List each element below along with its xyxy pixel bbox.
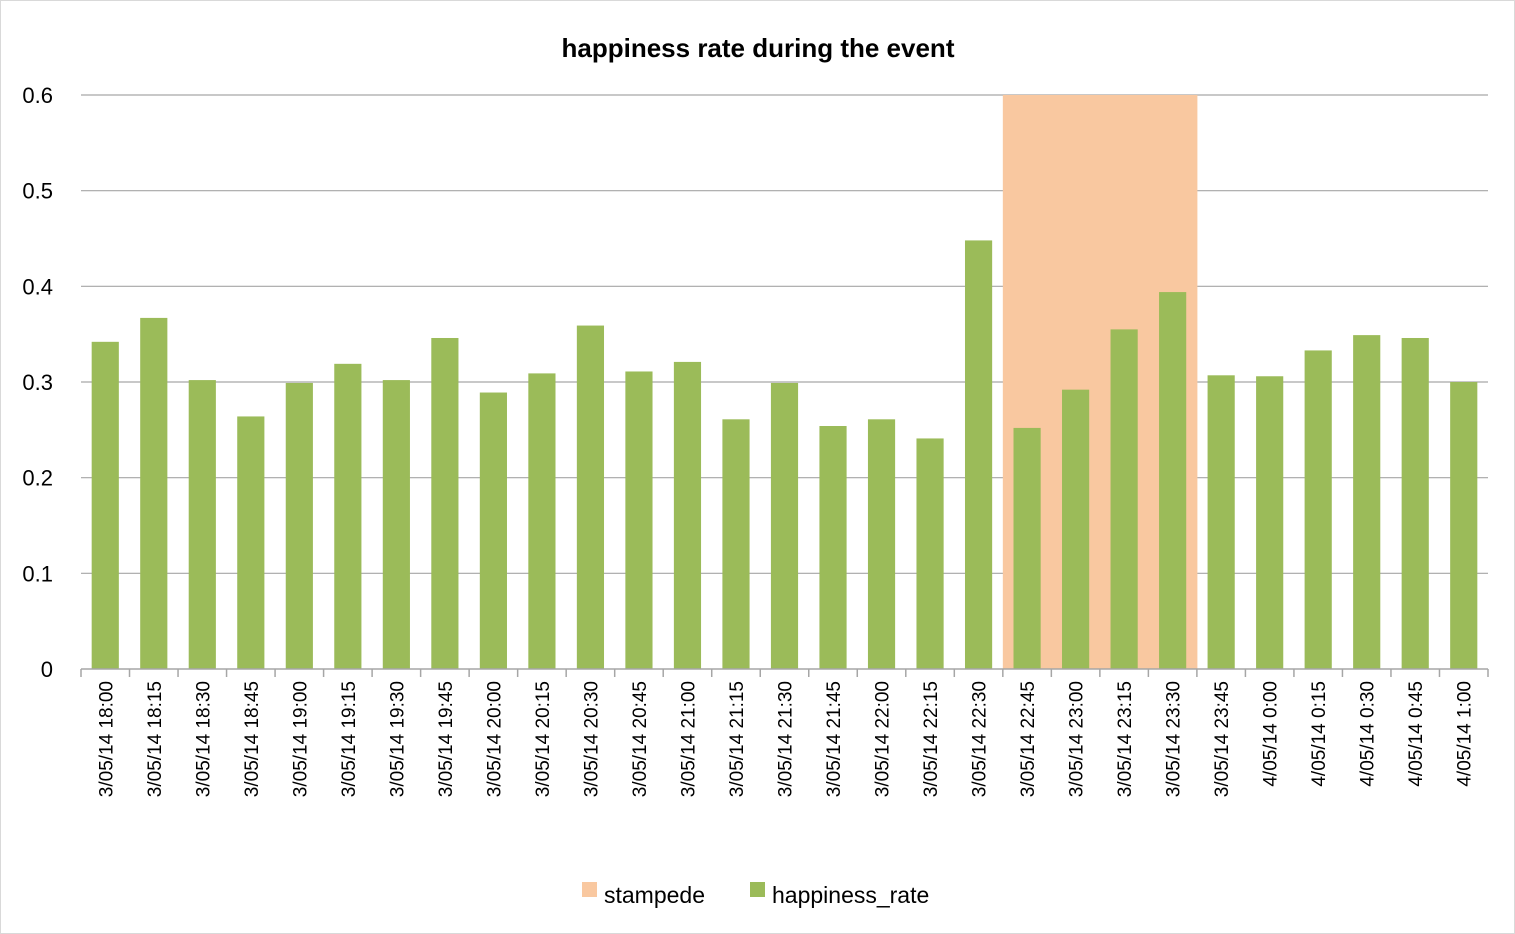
happiness-rate-bars: [91, 240, 1478, 669]
happiness-rate-bar: [819, 426, 847, 669]
y-tick-label: 0.2: [22, 466, 53, 491]
happiness-rate-bar: [867, 419, 896, 669]
chart-title: happiness rate during the event: [562, 33, 955, 63]
y-tick-label: 0: [41, 657, 53, 682]
x-tick-label: 4/05/14 0:30: [1358, 681, 1379, 787]
happiness-rate-bar: [1353, 335, 1381, 669]
x-tick-label: 3/05/14 23:00: [1067, 681, 1088, 797]
happiness-rate-bar: [673, 361, 702, 669]
happiness-rate-bar: [140, 317, 168, 669]
happiness-rate-bar: [1256, 376, 1284, 669]
happiness-rate-bar: [964, 240, 993, 669]
happiness-rate-bar: [722, 419, 750, 669]
x-tick-label: 3/05/14 20:00: [484, 681, 505, 797]
x-tick-label: 3/05/14 21:45: [824, 681, 845, 797]
happiness-rate-bar: [1304, 350, 1332, 669]
happiness-rate-bar: [188, 380, 216, 669]
y-tick-label: 0.6: [22, 83, 53, 108]
x-tick-label: 3/05/14 18:00: [96, 681, 117, 797]
legend-swatch-stampede: [582, 882, 597, 897]
happiness-rate-bar: [431, 337, 459, 669]
x-tick-label: 3/05/14 18:45: [242, 681, 263, 797]
happiness-rate-bar: [770, 382, 799, 669]
x-tick-label: 3/05/14 19:30: [387, 681, 408, 797]
happiness-rate-bar: [91, 341, 119, 669]
x-tick-label: 3/05/14 23:30: [1164, 681, 1185, 797]
legend-swatch-happiness-rate: [750, 882, 765, 897]
x-tick-label: 3/05/14 23:45: [1212, 681, 1233, 797]
x-tick-label: 3/05/14 20:45: [630, 681, 651, 797]
x-tick-label: 3/05/14 19:00: [290, 681, 311, 797]
gridlines: [81, 94, 1488, 574]
happiness-rate-bar: [237, 416, 265, 669]
happiness-rate-bar: [1207, 375, 1235, 669]
x-tick-label: 4/05/14 0:45: [1406, 681, 1427, 787]
axes: [80, 668, 1489, 677]
x-tick-label: 3/05/14 19:45: [436, 681, 457, 797]
happiness-rate-bar: [625, 371, 653, 669]
happiness-rate-bar: [1159, 292, 1187, 669]
legend-label-happiness-rate: happiness_rate: [772, 882, 929, 908]
happiness-rate-bar: [1062, 389, 1090, 669]
x-tick-label: 3/05/14 20:15: [533, 681, 554, 797]
x-tick-label: 3/05/14 19:15: [339, 681, 360, 797]
happiness-rate-bar: [285, 382, 313, 669]
happiness-rate-bar: [1013, 427, 1041, 669]
happiness-rate-bar: [1401, 337, 1429, 669]
x-tick-label: 3/05/14 18:15: [145, 681, 166, 797]
y-tick-label: 0.5: [22, 179, 53, 204]
x-tick-label: 3/05/14 22:00: [873, 681, 894, 797]
x-tick-label: 3/05/14 18:30: [193, 681, 214, 797]
happiness-rate-bar: [1110, 329, 1138, 669]
legend-label-stampede: stampede: [604, 882, 705, 908]
x-tick-label: 3/05/14 23:15: [1115, 681, 1136, 797]
happiness-rate-bar: [528, 373, 556, 669]
legend: stampede happiness_rate: [582, 882, 929, 908]
x-tick-label: 3/05/14 22:15: [921, 681, 942, 797]
happiness-rate-bar: [1450, 382, 1478, 669]
happiness-rate-bar: [479, 392, 507, 669]
x-tick-label: 3/05/14 22:45: [1018, 681, 1039, 797]
x-tick-label: 4/05/14 0:00: [1261, 681, 1282, 787]
x-tick-label: 4/05/14 1:00: [1455, 681, 1476, 787]
x-tick-label: 4/05/14 0:15: [1309, 681, 1330, 787]
y-tick-label: 0.1: [22, 561, 53, 586]
x-tick-label: 3/05/14 21:15: [727, 681, 748, 797]
x-tick-label: 3/05/14 22:30: [970, 681, 991, 797]
happiness-rate-bar: [916, 438, 944, 669]
y-tick-label: 0.4: [22, 274, 53, 299]
happiness-rate-bar: [334, 363, 362, 669]
x-tick-label: 3/05/14 21:00: [678, 681, 699, 797]
x-tick-label: 3/05/14 20:30: [581, 681, 602, 797]
x-tick-label: 3/05/14 21:30: [776, 681, 797, 797]
happiness-rate-bar: [382, 380, 410, 669]
y-tick-labels: 0 0.1 0.2 0.3 0.4 0.5 0.6: [22, 83, 53, 682]
y-tick-label: 0.3: [22, 370, 53, 395]
x-tick-labels: 3/05/14 18:00 3/05/14 18:15 3/05/14 18:30 3…: [96, 681, 1475, 797]
happiness-rate-bar: [576, 325, 605, 669]
